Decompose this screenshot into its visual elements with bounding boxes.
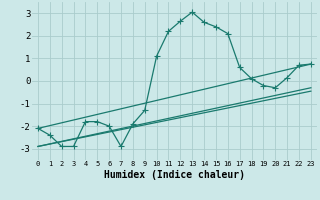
X-axis label: Humidex (Indice chaleur): Humidex (Indice chaleur) xyxy=(104,170,245,180)
